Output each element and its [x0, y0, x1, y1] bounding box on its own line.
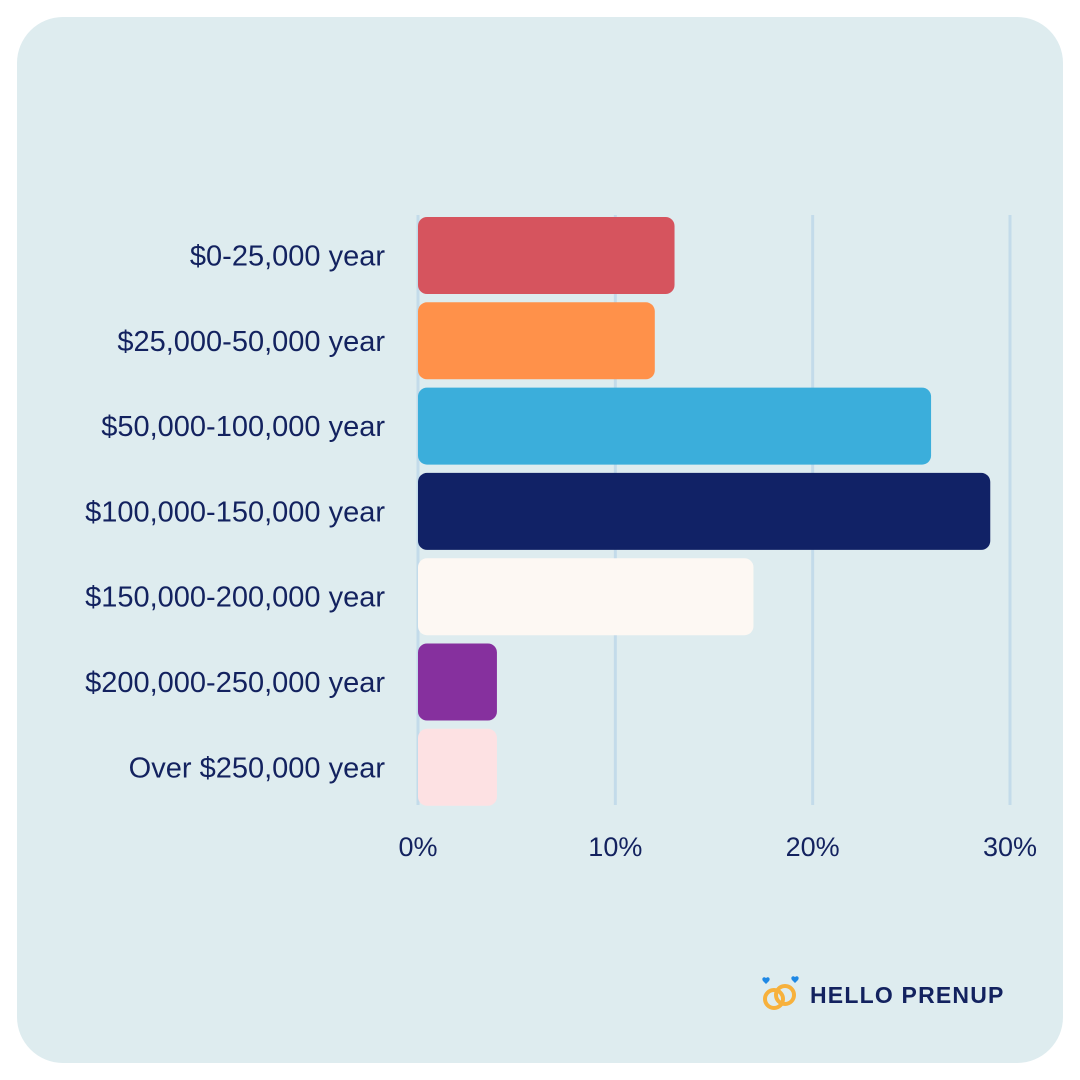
category-label: $50,000-100,000 year — [101, 411, 385, 443]
bar — [418, 728, 497, 806]
category-label: $150,000-200,000 year — [85, 582, 385, 614]
x-tick-label: 20% — [786, 832, 840, 862]
category-label: $0-25,000 year — [190, 241, 385, 273]
category-label: $25,000-50,000 year — [117, 326, 385, 358]
bars — [418, 217, 991, 806]
rings-icon — [762, 976, 799, 1010]
category-label: $200,000-250,000 year — [85, 667, 385, 699]
bar — [418, 643, 497, 721]
brand-name: HELLO PRENUP — [810, 981, 1005, 1008]
category-label: Over $250,000 year — [129, 752, 386, 784]
bar — [418, 472, 991, 550]
bar — [418, 558, 754, 636]
brand-logo: HELLO PRENUP — [760, 975, 1005, 1015]
bar — [418, 387, 932, 465]
x-tick-label: 0% — [398, 832, 437, 862]
x-tick-labels: 0% 10% 20% 30% — [398, 832, 1037, 862]
category-labels: $0-25,000 year $25,000-50,000 year $50,000… — [85, 241, 385, 785]
bar — [418, 217, 675, 294]
bar — [418, 302, 655, 380]
x-tick-label: 10% — [588, 832, 642, 862]
category-label: $100,000-150,000 year — [85, 496, 385, 528]
x-tick-label: 30% — [983, 832, 1037, 862]
